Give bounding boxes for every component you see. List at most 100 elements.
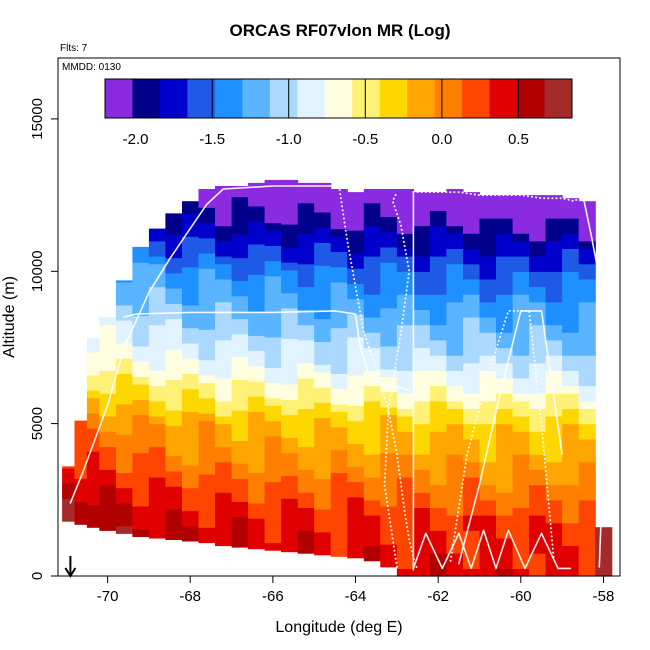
heatmap-cell [182,289,200,298]
heatmap-cell [562,492,580,501]
heatmap-cell [446,339,464,349]
heatmap-cell [314,250,332,259]
heatmap-cell [264,268,282,277]
heatmap-cell [562,218,580,227]
heatmap-cell [496,225,514,234]
heatmap-cell [165,234,183,243]
heatmap-cell [115,304,133,313]
heatmap-cell [281,437,299,446]
heatmap-cell [545,423,563,432]
heatmap-cell [479,233,497,242]
heatmap-cell [99,370,117,379]
heatmap-cell [115,449,133,458]
heatmap-cell [62,483,80,492]
heatmap-cell [363,324,381,333]
heatmap-cell [215,263,233,272]
heatmap-cell [578,324,596,333]
heatmap-cell [182,487,200,496]
heatmap-cell [165,478,183,487]
heatmap-cell [264,489,282,498]
heatmap-cell [132,521,150,530]
heatmap-cell [297,309,315,318]
heatmap-cell [529,515,547,524]
heatmap-cell [429,499,447,508]
chart-title: ORCAS RF07vlon MR (Log) [230,21,451,40]
heatmap-cell [545,370,563,379]
heatmap-cell [578,515,596,524]
heatmap-cell [115,510,133,519]
heatmap-cell [496,484,514,493]
heatmap-cell [330,388,348,397]
heatmap-cell [264,253,282,262]
heatmap-cell [314,417,332,426]
heatmap-cell [545,233,563,242]
heatmap-cell [248,533,266,542]
heatmap-cell [578,339,596,349]
heatmap-cell [281,254,299,263]
heatmap-cell [545,362,563,371]
heatmap-cell [86,420,104,429]
heatmap-cell [512,423,530,432]
heatmap-cell [115,472,133,481]
heatmap-cell [314,516,332,525]
heatmap-cell [413,278,431,288]
heatmap-cell [231,409,249,419]
heatmap-cell [330,541,348,550]
heatmap-cell [463,484,481,493]
heatmap-cell [264,390,282,399]
heatmap-cell [578,309,596,318]
heatmap-cell [595,530,613,539]
heatmap-cell [281,498,299,507]
heatmap-cell [562,278,580,288]
heatmap-cell [198,481,216,490]
heatmap-cell [182,320,200,329]
heatmap-cell [330,533,348,542]
heatmap-cell [314,189,332,198]
heatmap-cell [148,408,166,417]
heatmap-cell [198,352,216,361]
heatmap-cell [314,356,332,365]
heatmap-cell [545,248,563,257]
heatmap-cell [198,329,216,338]
heatmap-cell [479,225,497,234]
heatmap-cell [132,262,150,271]
heatmap-cell [396,537,414,547]
heatmap-cell [231,470,249,480]
heatmap-cell [330,243,348,253]
heatmap-cell [413,317,431,326]
heatmap-cell [248,373,266,382]
heatmap-cell [446,507,464,516]
heatmap-cell [74,455,92,464]
heatmap-cell [248,381,266,390]
heatmap-cell [231,250,249,259]
heatmap-cell [529,339,547,349]
heatmap-cell [396,431,414,440]
heatmap-cell [496,248,514,257]
heatmap-cell [562,332,580,341]
heatmap-cell [562,477,580,486]
heatmap-cell [198,268,216,277]
heatmap-cell [578,477,596,486]
heatmap-cell [529,301,547,310]
heatmap-cell [380,528,398,537]
heatmap-cell [396,423,414,432]
heatmap-cell [297,225,315,234]
heatmap-cell [512,393,530,402]
heatmap-cell [264,420,282,429]
heatmap-cell [347,519,365,528]
heatmap-cell [347,443,365,452]
heatmap-cell [215,438,233,448]
heatmap-cell [512,278,530,288]
heatmap-cell [479,545,497,554]
heatmap-cell [215,271,233,280]
heatmap-cell [512,294,530,303]
heatmap-cell [198,230,216,239]
heatmap-cell [429,530,447,539]
heatmap-cell [512,210,530,219]
heatmap-cell [297,408,315,417]
heatmap-cell [215,210,233,219]
heatmap-cell [264,542,282,551]
heatmap-cell [314,531,332,540]
heatmap-cell [446,278,464,288]
heatmap-cell [413,362,431,371]
